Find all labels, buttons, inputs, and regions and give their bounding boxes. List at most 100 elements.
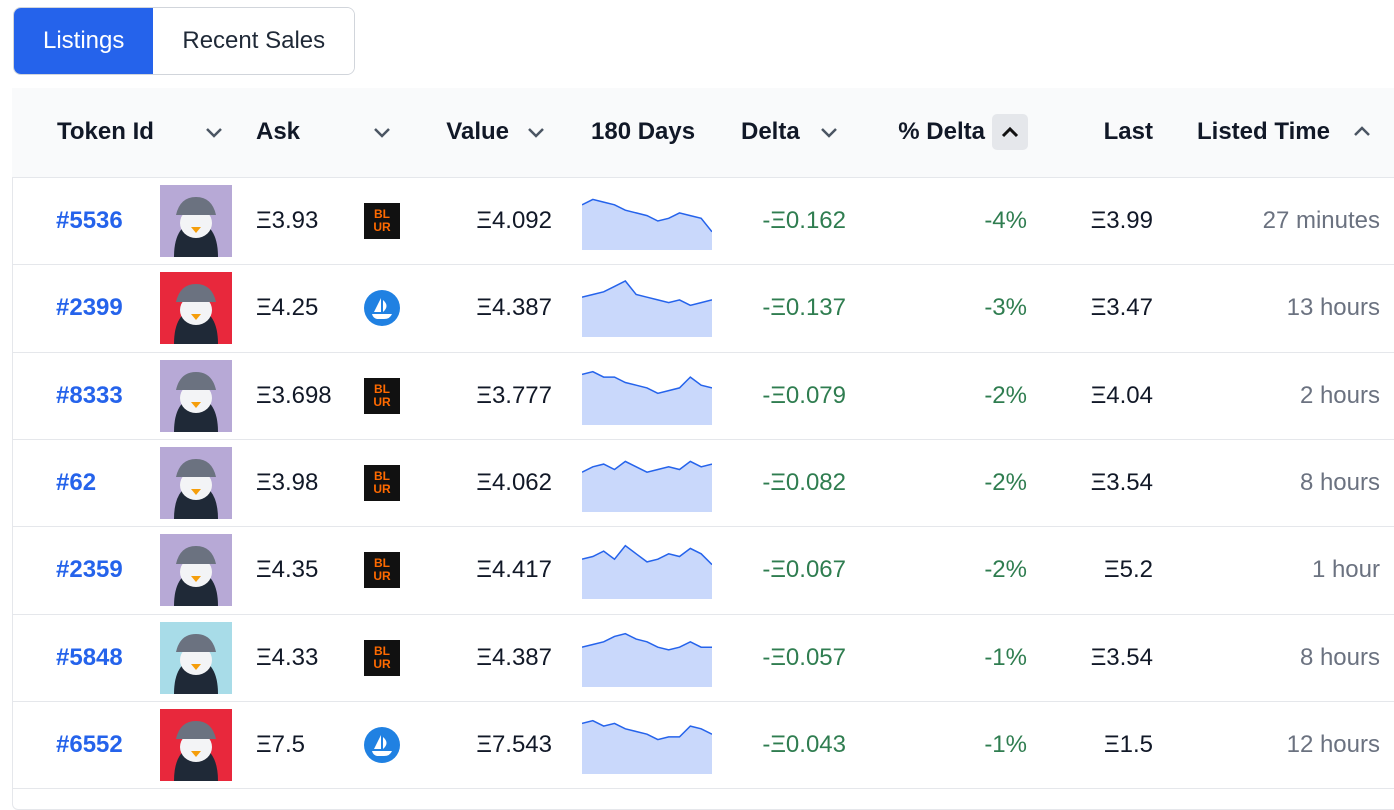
sort-chevron[interactable] — [372, 122, 392, 142]
last: Ξ3.99 — [1090, 207, 1153, 234]
pct-delta: -2% — [984, 468, 1027, 496]
sort-chevron[interactable] — [819, 122, 839, 142]
tab-recent-sales[interactable]: Recent Sales — [153, 8, 355, 74]
sparkline-area — [582, 720, 712, 774]
last: Ξ3.54 — [1090, 643, 1153, 671]
penguin-beak — [191, 663, 201, 670]
token-id[interactable]: #5848 — [56, 643, 123, 671]
sparkline-line — [582, 460, 712, 473]
delta: -Ξ0.079 — [762, 381, 846, 409]
ask: Ξ4.25 — [256, 294, 319, 322]
avatar — [160, 272, 232, 345]
avatar — [160, 708, 232, 781]
sort-chevron[interactable] — [204, 122, 224, 142]
header-last[interactable]: Last — [1103, 118, 1153, 145]
last: Ξ5.2 — [1104, 556, 1153, 584]
token-id[interactable]: #2399 — [56, 294, 123, 322]
row-divider — [12, 351, 1394, 353]
avatar — [160, 359, 232, 432]
penguin-beak — [191, 488, 201, 495]
delta: -Ξ0.043 — [762, 730, 846, 758]
avatar — [160, 446, 232, 519]
listed-time: 8 hours — [1299, 643, 1380, 671]
token-id[interactable]: #8333 — [56, 381, 123, 409]
marketplace-blur: BLUR — [364, 203, 400, 239]
delta: -Ξ0.162 — [762, 207, 846, 234]
delta: -Ξ0.082 — [762, 468, 846, 496]
sort-chevron[interactable] — [526, 122, 546, 142]
row-divider — [12, 613, 1394, 615]
value: Ξ4.417 — [476, 556, 552, 584]
tab-listings[interactable]: Listings — [14, 8, 154, 74]
header-value[interactable]: Value — [446, 118, 509, 145]
listed-time: 2 hours — [1299, 381, 1380, 409]
sort-chevron-active[interactable] — [992, 114, 1028, 150]
listed-time: 13 hours — [1286, 294, 1380, 322]
pct-delta: -2% — [984, 556, 1027, 584]
opensea-sail — [372, 734, 392, 756]
ask: Ξ7.5 — [256, 730, 305, 758]
avatar — [160, 185, 232, 257]
token-id[interactable]: #5536 — [56, 207, 123, 234]
sparkline — [582, 198, 712, 250]
sparkline-line — [582, 280, 712, 307]
value: Ξ4.062 — [476, 468, 552, 496]
penguin-beak — [191, 750, 201, 757]
header-180-days: 180 Days — [591, 118, 696, 145]
penguin-face — [180, 295, 212, 326]
penguin-hat — [176, 633, 216, 652]
marketplace-opensea — [364, 726, 400, 763]
value: Ξ4.387 — [476, 294, 552, 322]
pct-delta: -4% — [984, 207, 1027, 234]
header-listed-time[interactable]: Listed Time — [1197, 118, 1330, 145]
marketplace-blur: BLUR — [364, 377, 400, 414]
value: Ξ3.777 — [476, 381, 552, 409]
penguin-face — [180, 208, 212, 238]
listed-time: 8 hours — [1299, 468, 1380, 496]
opensea-circle — [364, 726, 400, 763]
sparkline — [582, 460, 712, 512]
header-ask[interactable]: Ask — [256, 118, 301, 145]
penguin-beak — [191, 314, 201, 321]
row-divider — [12, 438, 1394, 440]
sparkline — [582, 719, 712, 774]
sparkline-line — [582, 198, 712, 233]
value: Ξ4.387 — [476, 643, 552, 671]
listed-time: 27 minutes — [1262, 207, 1380, 234]
sparkline-area — [582, 199, 712, 250]
marketplace-opensea — [364, 290, 400, 327]
sparkline-line — [582, 370, 712, 394]
token-id[interactable]: #2359 — [56, 556, 123, 584]
penguin-hat — [176, 371, 216, 390]
sort-chevron[interactable] — [1352, 122, 1372, 142]
penguin-beak — [191, 401, 201, 408]
header-delta[interactable]: Delta — [741, 118, 800, 145]
penguin-face — [180, 731, 212, 762]
marketplace-blur: BLUR — [364, 552, 400, 589]
penguin-hat — [176, 546, 216, 565]
row-divider — [12, 788, 1394, 790]
penguin-face — [180, 557, 212, 588]
ask: Ξ4.33 — [256, 643, 319, 671]
penguin-beak — [191, 576, 201, 583]
listed-time: 12 hours — [1286, 730, 1380, 758]
avatar — [160, 534, 232, 607]
row-divider — [12, 264, 1394, 266]
header-token-id[interactable]: Token Id — [57, 118, 154, 145]
header-pct-delta[interactable]: % Delta — [898, 118, 985, 145]
sparkline-area — [582, 281, 712, 338]
pct-delta: -1% — [984, 730, 1027, 758]
last: Ξ3.54 — [1090, 468, 1153, 496]
penguin-beak — [191, 227, 201, 233]
pct-delta: -2% — [984, 381, 1027, 409]
ask: Ξ3.98 — [256, 468, 319, 496]
listed-time: 1 hour — [1311, 556, 1380, 584]
token-id[interactable]: #6552 — [56, 730, 123, 758]
opensea-circle — [364, 290, 400, 327]
penguin-hat — [176, 720, 216, 739]
value: Ξ7.543 — [476, 730, 552, 758]
token-id[interactable]: #62 — [56, 468, 97, 496]
opensea-sail — [372, 298, 392, 320]
sparkline-line — [582, 544, 712, 566]
